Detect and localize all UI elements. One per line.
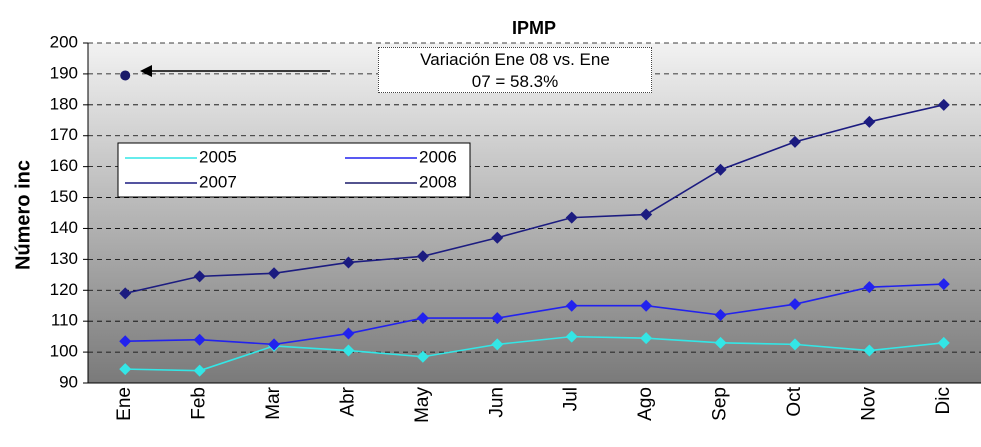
point [640, 299, 653, 312]
point [342, 344, 355, 357]
x-tick-label: Nov [858, 387, 879, 421]
x-tick-label: Feb [189, 387, 210, 420]
y-tick-label: 110 [51, 311, 78, 330]
x-tick-label: May [412, 387, 433, 423]
x-tick-label: Sep [710, 387, 731, 421]
y-tick-label: 160 [50, 156, 78, 175]
y-tick-label: 140 [50, 218, 78, 237]
point [193, 333, 206, 346]
y-axis-label: Número inc [12, 160, 34, 270]
point [565, 330, 578, 343]
x-tick-label: Jul [561, 387, 582, 411]
x-tick-label: Ago [635, 387, 656, 421]
plot-area [88, 43, 981, 383]
point [193, 364, 206, 377]
point [491, 338, 504, 351]
point [491, 312, 504, 325]
y-tick-label: 190 [50, 63, 78, 82]
point [714, 309, 727, 321]
point [640, 332, 653, 345]
point [193, 270, 206, 283]
point [937, 336, 950, 349]
x-tick-label: Dic [933, 387, 954, 414]
point [788, 135, 801, 148]
chart-title: IPMP [512, 18, 556, 38]
point [119, 287, 132, 300]
point [416, 250, 429, 263]
x-tick-label: Oct [784, 386, 805, 416]
point [863, 115, 876, 128]
series-line [125, 335, 944, 372]
point [268, 267, 281, 280]
x-tick-label: Ene [114, 387, 135, 421]
series-line [125, 283, 944, 346]
point [491, 231, 504, 244]
y-tick-label: 150 [50, 187, 78, 206]
point [863, 281, 876, 294]
legend-label: 2007 [199, 172, 237, 191]
series-line [125, 104, 944, 295]
point [640, 208, 653, 221]
legend-label: 2005 [199, 147, 237, 166]
point [342, 327, 355, 340]
legend-label: 2006 [419, 147, 457, 166]
point [937, 98, 950, 111]
legend [117, 142, 471, 198]
y-tick-label: 200 [50, 32, 78, 51]
point [342, 256, 355, 269]
x-tick-label: Mar [263, 386, 284, 419]
point [416, 312, 429, 325]
point [714, 163, 727, 176]
point [863, 344, 876, 357]
y-tick-label: 120 [50, 280, 78, 299]
x-tick-label: Abr [337, 386, 358, 416]
point [565, 211, 578, 224]
legend-label: 2008 [419, 172, 457, 191]
point [714, 336, 727, 349]
point [788, 338, 801, 351]
y-tick-label: 100 [50, 342, 78, 361]
point [788, 298, 801, 311]
point [120, 70, 131, 81]
point [268, 338, 281, 351]
point [119, 335, 132, 348]
y-tick-label: 90 [59, 372, 78, 391]
arrow-head [140, 65, 152, 77]
x-tick-label: Jun [486, 387, 507, 418]
point [937, 278, 950, 291]
y-tick-label: 130 [50, 249, 78, 268]
point [416, 350, 429, 363]
point [565, 299, 578, 312]
point [119, 363, 132, 376]
y-tick-label: 180 [50, 94, 78, 113]
annotation: Variación Ene 08 vs. Ene 07 = 58.3% [378, 47, 652, 93]
y-tick-label: 170 [50, 125, 78, 144]
